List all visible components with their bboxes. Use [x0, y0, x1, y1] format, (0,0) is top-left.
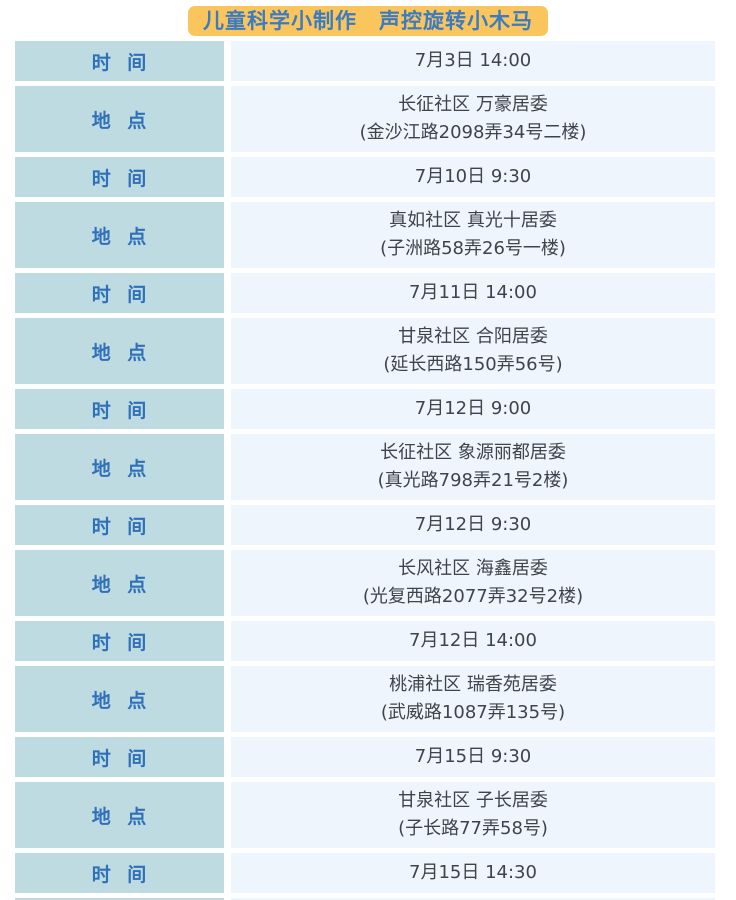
row-label: 地 点 [91, 341, 148, 364]
table-row: 时 间 7月11日 14:00 [15, 273, 715, 313]
row-value-cell: 长征社区 万豪居委 (金沙江路2098弄34号二楼) [231, 86, 715, 152]
row-value-line: (子长路77弄58号) [398, 818, 548, 839]
row-value-line: 7月12日 9:30 [414, 514, 532, 535]
row-value-cell: 甘泉社区 子长居委 (子长路77弄58号) [231, 782, 715, 848]
row-label-cell: 地 点 [15, 318, 224, 384]
page-title: 儿童科学小制作 声控旋转小木马 [188, 6, 548, 36]
row-value-line: 7月10日 9:30 [414, 166, 532, 187]
row-label: 时 间 [91, 283, 148, 306]
table-row: 时 间 7月10日 9:30 [15, 157, 715, 197]
table-row: 地 点 长风社区 海鑫居委 (光复西路2077弄32号2楼) [15, 550, 715, 616]
row-label-cell: 地 点 [15, 86, 224, 152]
row-value-line: (真光路798弄21号2楼) [377, 470, 569, 491]
row-value-cell [231, 898, 715, 900]
row-label: 时 间 [91, 863, 148, 886]
row-value-line: 7月12日 14:00 [409, 630, 537, 651]
row-label-cell: 地 点 [15, 666, 224, 732]
row-value-line: 桃浦社区 瑞香苑居委 [389, 674, 557, 695]
row-value-cell: 7月11日 14:00 [231, 273, 715, 313]
row-label-cell: 时 间 [15, 853, 224, 893]
row-label-cell: 时 间 [15, 41, 224, 81]
row-value-line: 长风社区 海鑫居委 [398, 558, 548, 579]
table-row: 时 间 7月12日 14:00 [15, 621, 715, 661]
table-row: 时 间 7月12日 9:00 [15, 389, 715, 429]
row-label: 地 点 [91, 689, 148, 712]
row-value-line: 真如社区 真光十居委 [389, 210, 557, 231]
row-label-cell: 时 间 [15, 621, 224, 661]
row-label-cell: 地 点 [15, 202, 224, 268]
row-value-line: (金沙江路2098弄34号二楼) [359, 122, 587, 143]
row-label: 时 间 [91, 631, 148, 654]
row-label-cell [15, 898, 224, 900]
row-value-line: 甘泉社区 合阳居委 [398, 326, 548, 347]
row-value-line: (子洲路58弄26号一楼) [380, 238, 566, 259]
row-value-cell: 桃浦社区 瑞香苑居委 (武威路1087弄135号) [231, 666, 715, 732]
row-value-line: 长征社区 万豪居委 [398, 94, 548, 115]
row-label-cell: 地 点 [15, 782, 224, 848]
table-row: 地 点 长征社区 象源丽都居委 (真光路798弄21号2楼) [15, 434, 715, 500]
row-label-cell: 时 间 [15, 389, 224, 429]
row-value-cell: 7月12日 9:30 [231, 505, 715, 545]
row-value-cell: 7月12日 9:00 [231, 389, 715, 429]
row-label-cell: 时 间 [15, 273, 224, 313]
row-value-cell: 7月10日 9:30 [231, 157, 715, 197]
table-row: 地 点 长征社区 万豪居委 (金沙江路2098弄34号二楼) [15, 86, 715, 152]
row-value-line: 7月12日 9:00 [414, 398, 532, 419]
row-value-line: 长征社区 象源丽都居委 [380, 442, 566, 463]
row-value-line: (武威路1087弄135号) [380, 702, 566, 723]
row-value-cell: 真如社区 真光十居委 (子洲路58弄26号一楼) [231, 202, 715, 268]
row-value-cell: 7月3日 14:00 [231, 41, 715, 81]
row-label-cell: 时 间 [15, 505, 224, 545]
row-label-cell: 地 点 [15, 550, 224, 616]
row-value-cell: 7月12日 14:00 [231, 621, 715, 661]
row-value-cell: 甘泉社区 合阳居委 (延长西路150弄56号) [231, 318, 715, 384]
row-label: 地 点 [91, 457, 148, 480]
table-row: 地 点 真如社区 真光十居委 (子洲路58弄26号一楼) [15, 202, 715, 268]
row-value-line: 甘泉社区 子长居委 [398, 790, 548, 811]
row-label-cell: 时 间 [15, 737, 224, 777]
table-row [15, 898, 715, 900]
row-label: 时 间 [91, 51, 148, 74]
schedule-table: 时 间 7月3日 14:00 地 点 长征社区 万豪居委 (金沙江路2098弄3… [15, 41, 715, 900]
row-value-line: 7月11日 14:00 [409, 282, 537, 303]
row-label: 时 间 [91, 167, 148, 190]
row-value-line: (光复西路2077弄32号2楼) [362, 586, 584, 607]
row-label: 时 间 [91, 747, 148, 770]
row-value-cell: 7月15日 14:30 [231, 853, 715, 893]
row-label: 地 点 [91, 805, 148, 828]
row-label: 时 间 [91, 515, 148, 538]
row-label: 地 点 [91, 109, 148, 132]
row-value-line: (延长西路150弄56号) [383, 354, 563, 375]
table-row: 地 点 甘泉社区 合阳居委 (延长西路150弄56号) [15, 318, 715, 384]
row-label: 地 点 [91, 225, 148, 248]
table-row: 地 点 甘泉社区 子长居委 (子长路77弄58号) [15, 782, 715, 848]
row-label: 地 点 [91, 573, 148, 596]
table-row: 时 间 7月15日 9:30 [15, 737, 715, 777]
row-label-cell: 时 间 [15, 157, 224, 197]
row-label-cell: 地 点 [15, 434, 224, 500]
row-value-line: 7月15日 9:30 [414, 746, 532, 767]
row-value-line: 7月3日 14:00 [414, 50, 532, 71]
row-value-line: 7月15日 14:30 [409, 862, 537, 883]
row-label: 时 间 [91, 399, 148, 422]
table-row: 时 间 7月15日 14:30 [15, 853, 715, 893]
row-value-cell: 长征社区 象源丽都居委 (真光路798弄21号2楼) [231, 434, 715, 500]
table-row: 时 间 7月12日 9:30 [15, 505, 715, 545]
table-row: 地 点 桃浦社区 瑞香苑居委 (武威路1087弄135号) [15, 666, 715, 732]
table-row: 时 间 7月3日 14:00 [15, 41, 715, 81]
row-value-cell: 长风社区 海鑫居委 (光复西路2077弄32号2楼) [231, 550, 715, 616]
row-value-cell: 7月15日 9:30 [231, 737, 715, 777]
